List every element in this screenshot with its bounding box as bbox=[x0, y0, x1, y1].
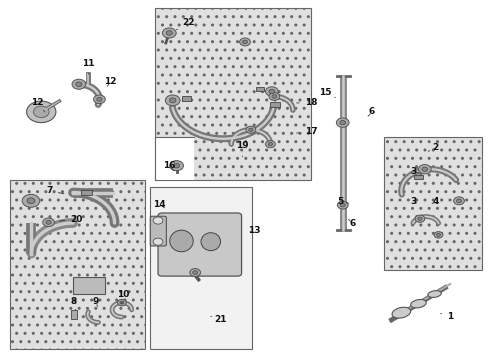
Circle shape bbox=[422, 167, 428, 171]
Text: 9: 9 bbox=[93, 297, 99, 306]
Text: 20: 20 bbox=[60, 215, 83, 224]
Circle shape bbox=[418, 165, 431, 174]
Circle shape bbox=[120, 301, 124, 304]
Text: 6: 6 bbox=[348, 219, 356, 228]
Bar bbox=[414, 175, 423, 180]
Circle shape bbox=[170, 98, 176, 103]
Circle shape bbox=[457, 199, 462, 203]
Text: 18: 18 bbox=[296, 98, 317, 107]
Circle shape bbox=[26, 101, 56, 123]
Text: 13: 13 bbox=[247, 226, 260, 235]
Text: 8: 8 bbox=[71, 297, 77, 310]
Circle shape bbox=[162, 28, 176, 38]
Ellipse shape bbox=[201, 233, 220, 251]
Text: 14: 14 bbox=[153, 200, 166, 209]
Circle shape bbox=[170, 161, 183, 171]
Text: 5: 5 bbox=[337, 197, 348, 206]
Text: 12: 12 bbox=[31, 98, 45, 112]
Circle shape bbox=[337, 201, 348, 209]
Circle shape bbox=[27, 198, 35, 204]
Circle shape bbox=[118, 300, 126, 306]
Bar bbox=[73, 277, 105, 294]
Circle shape bbox=[43, 218, 54, 226]
Ellipse shape bbox=[411, 300, 426, 308]
Text: 7: 7 bbox=[47, 186, 64, 195]
Circle shape bbox=[153, 238, 163, 245]
Text: 19: 19 bbox=[236, 141, 249, 157]
Circle shape bbox=[94, 95, 105, 104]
Text: 3: 3 bbox=[411, 197, 416, 206]
Text: 17: 17 bbox=[296, 127, 318, 136]
Circle shape bbox=[336, 118, 349, 127]
Circle shape bbox=[437, 233, 441, 236]
Circle shape bbox=[46, 220, 51, 224]
Text: 1: 1 bbox=[441, 312, 453, 321]
Circle shape bbox=[173, 163, 180, 168]
Bar bbox=[182, 96, 191, 101]
Bar bbox=[155, 137, 194, 180]
Circle shape bbox=[454, 197, 465, 205]
Circle shape bbox=[272, 95, 277, 98]
Ellipse shape bbox=[428, 291, 441, 297]
Circle shape bbox=[248, 128, 253, 131]
Circle shape bbox=[269, 93, 280, 100]
Circle shape bbox=[166, 31, 172, 35]
FancyBboxPatch shape bbox=[150, 216, 166, 246]
Text: 21: 21 bbox=[211, 315, 227, 324]
Circle shape bbox=[153, 217, 163, 224]
Circle shape bbox=[165, 95, 180, 106]
Bar bbox=[384, 137, 482, 270]
Bar bbox=[150, 187, 252, 348]
Circle shape bbox=[340, 121, 345, 125]
Ellipse shape bbox=[392, 307, 411, 318]
Text: 12: 12 bbox=[104, 77, 117, 86]
Text: 16: 16 bbox=[163, 161, 175, 171]
Bar bbox=[10, 180, 145, 348]
Bar bbox=[81, 190, 92, 195]
Circle shape bbox=[240, 38, 250, 46]
Text: 11: 11 bbox=[82, 59, 95, 74]
Circle shape bbox=[22, 194, 40, 207]
Text: 15: 15 bbox=[319, 87, 335, 98]
Ellipse shape bbox=[170, 230, 193, 252]
Circle shape bbox=[243, 40, 247, 44]
Circle shape bbox=[269, 89, 275, 94]
Bar bbox=[71, 310, 77, 319]
Bar bbox=[155, 8, 311, 180]
Circle shape bbox=[72, 79, 86, 89]
Text: 4: 4 bbox=[432, 197, 439, 206]
Circle shape bbox=[268, 143, 272, 146]
Circle shape bbox=[193, 271, 197, 274]
Circle shape bbox=[97, 97, 102, 101]
Circle shape bbox=[76, 82, 82, 86]
Text: 3: 3 bbox=[411, 167, 418, 176]
Circle shape bbox=[266, 140, 275, 148]
Text: 2: 2 bbox=[428, 143, 439, 152]
Circle shape bbox=[340, 203, 345, 207]
Circle shape bbox=[417, 217, 422, 220]
Circle shape bbox=[434, 231, 443, 238]
Circle shape bbox=[246, 126, 256, 134]
Circle shape bbox=[33, 106, 49, 118]
Text: 6: 6 bbox=[368, 107, 375, 116]
FancyBboxPatch shape bbox=[158, 213, 242, 276]
Bar bbox=[256, 87, 264, 91]
Circle shape bbox=[190, 269, 200, 276]
Bar bbox=[270, 102, 280, 107]
Circle shape bbox=[415, 215, 425, 222]
Circle shape bbox=[266, 87, 278, 96]
Text: 10: 10 bbox=[117, 290, 129, 304]
Text: 22: 22 bbox=[176, 18, 195, 30]
